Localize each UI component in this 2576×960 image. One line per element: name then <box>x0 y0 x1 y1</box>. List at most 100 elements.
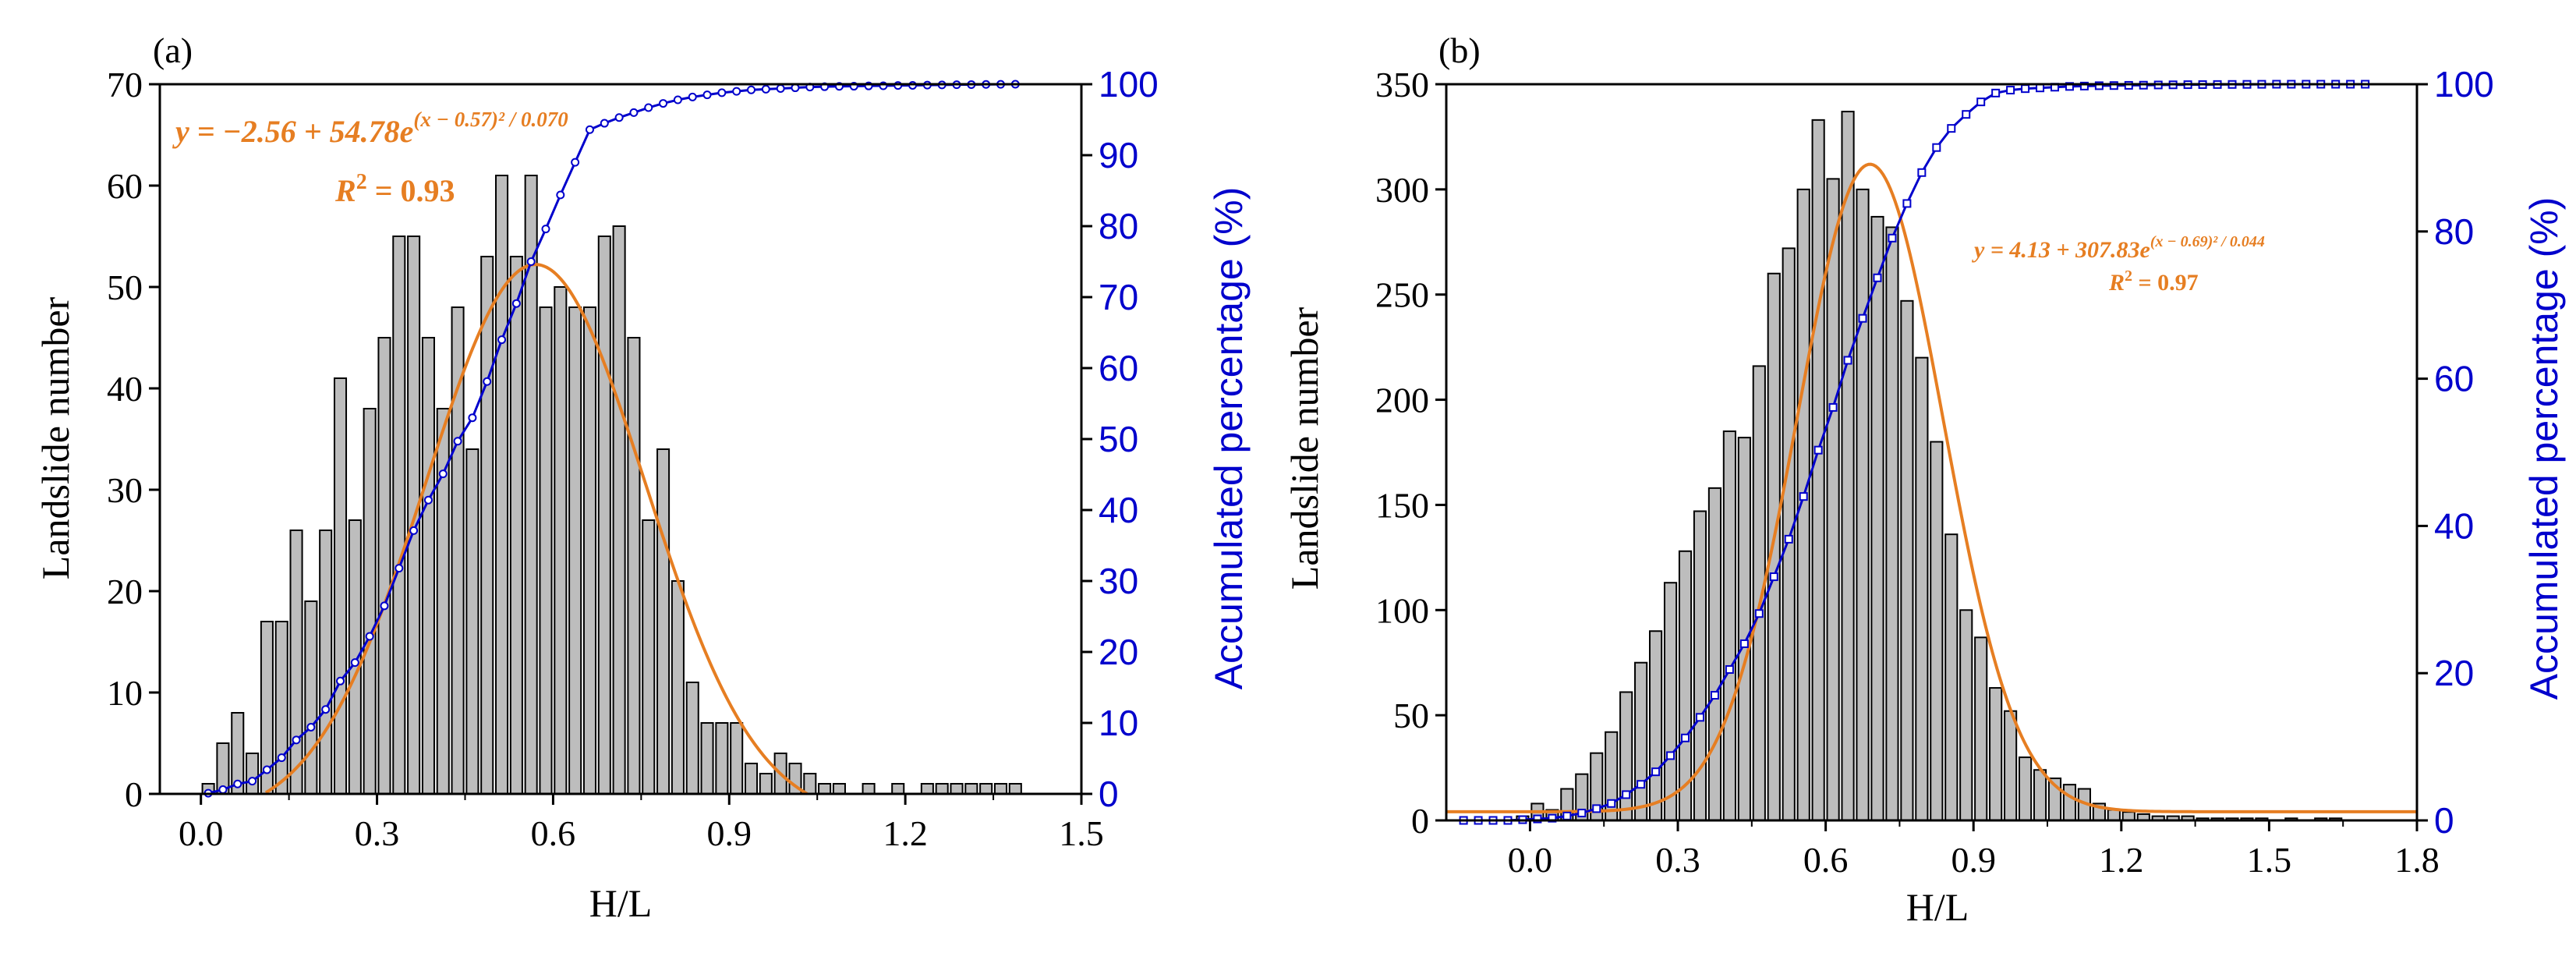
panel-a-ytick-label: 60 <box>107 166 143 206</box>
panel-b-bar <box>1707 487 1722 821</box>
panel-b-cumulative-point <box>1622 790 1631 799</box>
panel-a-cumulative-point <box>614 113 624 122</box>
panel-b-cumulative-point <box>1873 273 1882 282</box>
panel-b-y2label: Accumulated percentage (%) <box>2522 197 2566 700</box>
panel-b-cumulative-point <box>1725 664 1734 674</box>
panel-b-y2tick-label: 60 <box>2434 359 2474 399</box>
panel-b-xtick-label: 0.3 <box>1655 840 1700 880</box>
panel-b-cumulative-point <box>1902 199 1912 208</box>
panel-a-r2: R2 = 0.93 <box>334 170 455 208</box>
panel-b-xtick-label: 0.9 <box>1951 840 1996 880</box>
panel-b-y2tick-label: 20 <box>2434 653 2474 693</box>
panel-a-bar <box>363 408 377 795</box>
panel-a-bar <box>480 256 494 795</box>
panel-a-bar <box>274 621 288 795</box>
panel-a-cumulative-point <box>893 81 903 90</box>
panel-b-cumulative-point <box>1548 813 1557 823</box>
panel-a-cumulative-point <box>233 779 242 788</box>
panel-a-cumulative-point <box>673 95 682 105</box>
panel-a-fit-curve <box>264 263 809 795</box>
panel-b-plot-frame <box>1445 83 2419 822</box>
panel-a-y2tick-label: 0 <box>1099 774 1119 814</box>
panel-b-ytick-label: 250 <box>1375 275 1429 315</box>
panel-b-bar <box>2018 756 2033 822</box>
panel-b-cumulative-point <box>1947 124 1956 133</box>
panel-a-bar <box>730 722 744 795</box>
panel-a-bar <box>920 783 934 795</box>
panel-b-cumulative-point <box>1607 799 1616 808</box>
panel-b-r2: R2 = 0.97 <box>2108 267 2199 296</box>
panel-b-ytick-label: 350 <box>1375 65 1429 105</box>
panel-b-cumulative-point <box>1637 780 1646 789</box>
panel-b-xtick-label: 1.5 <box>2247 840 2292 880</box>
panel-a-bar <box>891 783 905 795</box>
panel-a-cumulative-point <box>629 108 639 117</box>
panel-a-cumulative-point <box>438 469 448 479</box>
panel-a-y2tick-label: 80 <box>1099 206 1138 246</box>
panel-a-xtick-label: 0.6 <box>531 813 576 853</box>
panel-b-cumulative-point <box>1784 534 1793 544</box>
panel-a-bar <box>1008 783 1022 795</box>
panel-b-bar <box>1826 178 1840 821</box>
panel-b-xtick-label: 0.6 <box>1803 840 1849 880</box>
panel-a-equation-exponent: (x − 0.57)² / 0.070 <box>413 108 568 131</box>
panel-b-cumulative-point <box>1739 639 1749 648</box>
panel-a-cumulative-point <box>776 83 785 93</box>
panel-a-ytick-label: 30 <box>107 470 143 510</box>
panel-a-bar <box>377 337 391 795</box>
panel-b-equation-exponent: (x − 0.69)² / 0.044 <box>2150 233 2265 250</box>
panel-b-cumulative-point <box>1991 88 2001 97</box>
panel-b-bar <box>1974 636 1988 821</box>
panel-b-cumulative-point <box>2094 81 2104 90</box>
panel-a-bar <box>700 722 714 795</box>
panel-a-y2tick-label: 10 <box>1099 703 1138 743</box>
panel-b-cumulative-point <box>2021 84 2030 94</box>
panel-b-cumulative-line <box>1463 83 2365 822</box>
panel-a-cumulative-point <box>380 601 389 611</box>
panel-a-y2tick-label: 40 <box>1099 490 1138 530</box>
panel-b-bar <box>1841 111 1855 821</box>
panel-a-bar <box>539 306 553 795</box>
panel-a-bar <box>421 337 435 795</box>
panel-a-bar <box>495 175 509 795</box>
panel-b-equation-main: y = 4.13 + 307.83e <box>1972 237 2150 263</box>
panel-b-xtick-label: 1.8 <box>2394 840 2440 880</box>
panel-b-chart: 0.0 0.3 0.6 0.9 1.2 1.5 1.80501001502002503003… <box>1283 30 2566 929</box>
panel-b-fit-curve <box>1446 162 2417 813</box>
panel-b-bar <box>1663 582 1678 821</box>
panel-a-cumulative-point <box>526 257 536 266</box>
panel-a-bar <box>319 530 333 795</box>
panel-a-cumulative-point <box>262 765 271 774</box>
panel-a-cumulative-point <box>277 753 286 763</box>
panel-a-cumulative-point <box>688 92 697 101</box>
panel-b-cumulative-point <box>1962 110 1971 119</box>
panel-b-bar <box>1649 630 1663 822</box>
panel-b-cumulative-point <box>1888 233 1897 243</box>
panel-b-bar <box>1634 661 1648 822</box>
panel-a-bar <box>979 783 993 795</box>
panel-b-bar <box>1989 687 2003 822</box>
panel-b-ytick-label: 200 <box>1375 381 1429 420</box>
panel-b-y2tick-label: 0 <box>2434 800 2454 841</box>
panel-a-bar <box>333 377 348 795</box>
panel-a-ytick-label: 10 <box>107 673 143 713</box>
panel-a-ylabel: Landslide number <box>34 296 77 579</box>
panel-b-bar <box>1915 356 1929 821</box>
panel-a-cumulative-point <box>468 413 477 423</box>
panel-a-bar <box>935 783 949 795</box>
panel-b-bar <box>1811 119 1825 822</box>
panel-b-bar <box>1870 215 1884 822</box>
panel-a-cumulative-point <box>395 564 404 573</box>
panel-b-gaussian-fit <box>1446 162 2417 813</box>
panel-a-bar <box>656 448 671 795</box>
panel-a-y2tick-label: 30 <box>1099 561 1138 601</box>
panel-a-bar <box>862 783 876 795</box>
panel-a-bar <box>759 773 773 795</box>
panel-a-y2tick-label: 60 <box>1099 348 1138 388</box>
panel-b-cumulative-point <box>1577 809 1587 818</box>
panel-a-ytick-label: 50 <box>107 267 143 307</box>
panel-b-bar <box>2004 710 2018 821</box>
panel-b-ytick-label: 300 <box>1375 170 1429 210</box>
panel-a-bar <box>950 783 964 795</box>
